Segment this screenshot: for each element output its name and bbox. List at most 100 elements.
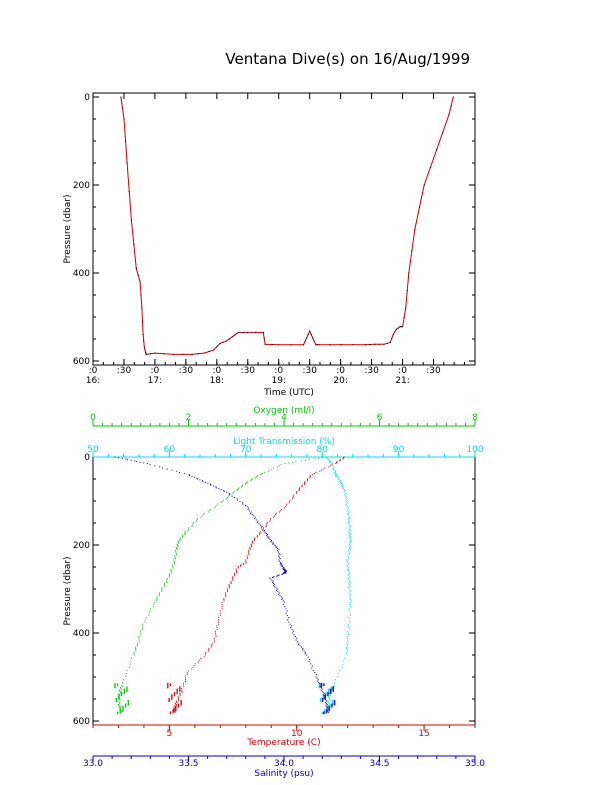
salinity-data-point	[228, 493, 230, 495]
oxygen-data-point	[121, 711, 123, 713]
light-data-point	[349, 520, 351, 522]
light-data-point	[348, 519, 350, 521]
oxygen-bottom-cluster-point	[118, 696, 120, 699]
salinity-data-point	[282, 573, 284, 575]
salinity-data-point	[325, 699, 327, 701]
salinity-data-point	[284, 570, 286, 572]
oxygen-data-point	[122, 679, 124, 681]
oxygen-data-point	[120, 687, 122, 689]
salinity-bottom-cluster-point	[321, 699, 324, 701]
oxygen-data-point	[119, 695, 121, 697]
temperature-data-point	[275, 512, 277, 514]
pressure-time-data-point	[182, 353, 184, 355]
light-data-point	[349, 548, 351, 550]
temperature-data-point	[203, 656, 205, 658]
light-data-point	[346, 500, 348, 502]
pressure-time-x-hour-label: 19:	[271, 376, 285, 386]
pressure-time-data-point	[452, 96, 454, 98]
pressure-time-x-tick-label: :30	[179, 366, 194, 376]
temperature-data-point	[324, 467, 326, 469]
oxygen-axis-tick-label: 0	[90, 413, 96, 423]
light-bottom-cluster-point	[327, 689, 330, 692]
temperature-data-point	[218, 623, 220, 625]
oxygen-data-point	[210, 508, 212, 510]
oxygen-data-point	[174, 563, 176, 565]
salinity-bottom-cluster-point	[332, 689, 334, 691]
temperature-data-point	[312, 474, 314, 476]
pressure-time-data-point	[403, 316, 405, 318]
light-data-point	[345, 499, 347, 501]
oxygen-data-point	[138, 637, 140, 639]
oxygen-data-point	[181, 536, 183, 538]
salinity-data-point	[279, 554, 281, 556]
light-bottom-cluster-point	[326, 708, 329, 710]
temperature-data-point	[301, 486, 303, 488]
pressure-time-x-tick-label: :0	[151, 366, 160, 376]
salinity-data-point	[284, 570, 286, 572]
salinity-data-point	[277, 550, 279, 552]
oxygen-data-point	[191, 524, 193, 526]
salinity-data-point	[285, 612, 287, 614]
pressure-time-data-point	[145, 351, 147, 353]
temperature-data-point	[228, 585, 230, 587]
salinity-data-point	[161, 467, 163, 469]
salinity-data-point	[327, 708, 329, 710]
light-data-point	[344, 491, 346, 493]
pressure-time-data-point	[419, 206, 421, 208]
pressure-time-data-point	[414, 228, 416, 230]
light-data-point	[348, 547, 350, 549]
salinity-data-point	[285, 570, 287, 572]
temperature-data-point	[256, 534, 258, 536]
light-bottom-cluster-point	[322, 696, 325, 699]
light-data-point	[347, 563, 349, 565]
salinity-data-point	[282, 600, 284, 602]
oxygen-bottom-cluster-point	[118, 694, 120, 696]
temperature-data-point	[247, 558, 249, 560]
oxygen-bottom-cluster-point	[118, 695, 120, 698]
salinity-data-point	[220, 489, 222, 491]
salinity-data-point	[276, 589, 278, 591]
temperature-data-point	[249, 548, 251, 550]
light-bottom-cluster-point	[327, 692, 330, 694]
salinity-bottom-cluster-point	[333, 700, 336, 702]
light-bottom-cluster-point	[322, 698, 325, 700]
temperature-data-point	[273, 516, 275, 518]
oxygen-data-point	[314, 458, 316, 460]
pressure-time-data-point	[352, 344, 354, 346]
pressure-time-data-point	[423, 184, 425, 186]
light-bottom-cluster-point	[325, 692, 327, 694]
oxygen-data-point	[175, 547, 177, 549]
pressure-time-data-point	[448, 114, 450, 116]
temperature-data-point	[227, 591, 229, 593]
salinity-data-point	[302, 649, 303, 651]
light-data-point	[347, 625, 349, 627]
light-data-point	[338, 477, 340, 479]
oxygen-data-point	[164, 583, 166, 585]
light-data-point	[346, 568, 348, 570]
oxygen-data-point	[152, 606, 154, 608]
light-data-point	[348, 515, 350, 517]
oxygen-data-point	[308, 459, 310, 461]
salinity-data-point	[125, 458, 127, 460]
temperature-data-point	[245, 560, 247, 562]
temperature-data-point	[215, 632, 217, 634]
oxygen-data-point	[140, 632, 142, 634]
salinity-data-point	[210, 484, 212, 486]
light-data-point	[349, 621, 351, 623]
temperature-data-point	[265, 524, 267, 526]
salinity-data-point	[277, 551, 279, 553]
pressure-time-series-line	[120, 96, 454, 355]
temperature-bottom-cluster-point	[177, 706, 180, 708]
light-data-point	[336, 474, 338, 476]
oxygen-data-point	[192, 523, 194, 525]
light-bottom-cluster-point	[322, 695, 325, 698]
light-data-point	[348, 587, 350, 589]
oxygen-data-point	[170, 570, 172, 572]
light-bottom-cluster-point	[321, 683, 323, 685]
salinity-data-point	[283, 567, 285, 569]
light-data-point	[346, 643, 348, 645]
temperature-data-point	[286, 503, 288, 505]
light-data-point	[348, 588, 350, 590]
salinity-data-point	[202, 481, 204, 483]
oxygen-bottom-cluster-point	[114, 685, 116, 687]
